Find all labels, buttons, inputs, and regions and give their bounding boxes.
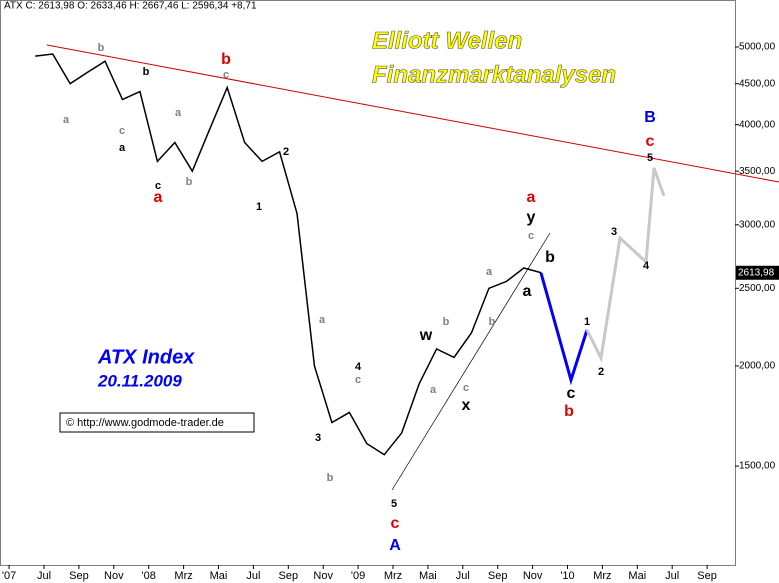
- header: ATX C: 2613,98 O: 2633,46 H: 2667,46 L: …: [4, 1, 257, 12]
- y-tick-label: 2000,00: [739, 361, 776, 372]
- wave-label: b: [143, 66, 150, 78]
- trend-line: [46, 44, 779, 183]
- x-tick-label: Sep: [69, 570, 89, 582]
- wave-label: B: [644, 109, 656, 126]
- wave-label: 4: [355, 361, 362, 373]
- wave-label: 5: [647, 152, 653, 164]
- index-name: ATX Index: [97, 346, 195, 368]
- date: 20.11.2009: [97, 371, 182, 390]
- x-tick-label: Jul: [37, 570, 51, 582]
- x-tick-label: Jul: [665, 570, 679, 582]
- chart-subtitle: Finanzmarktanalysen: [372, 61, 616, 88]
- last-price-box: [736, 265, 779, 280]
- wave-label: b: [545, 249, 555, 266]
- wave-label: b: [327, 472, 334, 484]
- wave-label: a: [523, 283, 532, 300]
- wave-label: b: [443, 316, 450, 328]
- wave-label: c: [646, 133, 655, 150]
- x-tick-label: Sep: [279, 570, 299, 582]
- y-tick-label: 5000,00: [739, 42, 776, 53]
- wave-label: c: [528, 230, 534, 242]
- wave-label: c: [155, 180, 161, 192]
- wave-label: b: [98, 42, 105, 54]
- wave-label: a: [154, 189, 163, 206]
- x-tick-label: Nov: [523, 570, 543, 582]
- x-tick-label: Jul: [246, 570, 260, 582]
- x-tick-label: Jul: [456, 570, 470, 582]
- wave-label: 5: [391, 498, 397, 510]
- x-tick-label: Mrz: [593, 570, 611, 582]
- channel-line: [391, 232, 551, 491]
- price-line: [35, 53, 542, 456]
- wave-label: c: [355, 374, 361, 386]
- plot-frame: [0, 0, 736, 566]
- wave-label: a: [63, 114, 70, 126]
- x-tick-label: Mai: [628, 570, 646, 582]
- chart-title: Elliott Wellen: [372, 27, 522, 54]
- x-tick-label: Nov: [313, 570, 333, 582]
- wave-label: b: [564, 403, 574, 420]
- y-tick-label: 4500,00: [739, 78, 776, 89]
- wave-label: c: [391, 515, 400, 532]
- y-tick-label: 3000,00: [739, 219, 776, 230]
- wave-label: 1: [256, 201, 262, 213]
- x-tick-label: Mai: [210, 570, 228, 582]
- forecast-path: [585, 167, 666, 363]
- wave-label: b: [186, 176, 193, 188]
- wave-label: 2: [283, 146, 289, 158]
- wave-label: a: [319, 314, 326, 326]
- wave-label: 3: [315, 432, 321, 444]
- wave-label: a: [119, 142, 126, 154]
- wave-label: 1: [584, 316, 590, 328]
- x-tick-label: '08: [142, 570, 156, 582]
- wave-label: 2: [598, 366, 604, 378]
- x-tick-label: Mai: [419, 570, 437, 582]
- x-tick-label: Nov: [104, 570, 124, 582]
- y-tick-label: 3500,00: [739, 166, 776, 177]
- last-price-label: 2613,98: [738, 267, 775, 278]
- y-tick-label: 1500,00: [739, 461, 776, 472]
- x-tick-label: Sep: [697, 570, 717, 582]
- x-tick-label: Mrz: [174, 570, 192, 582]
- x-tick-label: '09: [351, 570, 365, 582]
- wave-label: c: [567, 385, 576, 402]
- wave-label: 4: [643, 260, 650, 272]
- wave-label: c: [223, 69, 229, 81]
- source-box: [59, 412, 255, 433]
- wave-label: y: [527, 209, 536, 226]
- wave-label: a: [527, 189, 536, 206]
- source: © http://www.godmode-trader.de: [66, 417, 224, 429]
- wave-label: w: [419, 327, 433, 344]
- forecast-path: [539, 272, 589, 386]
- wave-label: a: [430, 384, 437, 396]
- y-tick-label: 2500,00: [739, 283, 776, 294]
- wave-label: c: [119, 125, 125, 137]
- x-tick-label: Sep: [488, 570, 508, 582]
- wave-label: c: [463, 382, 469, 394]
- wave-label: a: [486, 266, 493, 278]
- wave-label: b: [221, 51, 231, 68]
- wave-label: 3: [611, 226, 617, 238]
- wave-label: A: [389, 537, 401, 554]
- wave-label: x: [462, 397, 471, 414]
- x-tick-label: '10: [560, 570, 574, 582]
- wave-label: b: [489, 316, 496, 328]
- x-tick-label: Mrz: [384, 570, 402, 582]
- wave-label: a: [175, 107, 182, 119]
- y-tick-label: 4000,00: [739, 119, 776, 130]
- x-tick-label: '07: [2, 570, 16, 582]
